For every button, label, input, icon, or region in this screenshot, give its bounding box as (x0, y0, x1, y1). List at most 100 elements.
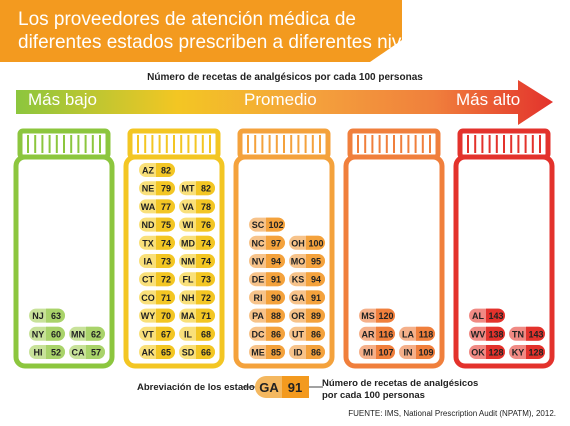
state-value: 74 (201, 238, 211, 248)
state-pill-value-bg (266, 308, 285, 323)
state-abbr: WA (141, 202, 156, 212)
state-value: 65 (161, 348, 171, 358)
state-pill-value-bg (156, 217, 176, 232)
scale-high-label: Más alto (456, 90, 521, 109)
state-pill-value-bg (526, 326, 545, 341)
state-value: 77 (161, 202, 171, 212)
state-pill-value-bg (156, 272, 176, 287)
state-abbr: GA (291, 293, 305, 303)
state-value: 76 (201, 220, 211, 230)
source-note: FUENTE: IMS, National Prescription Audit… (348, 409, 556, 418)
state-value: 66 (201, 348, 211, 358)
state-abbr: OK (471, 348, 485, 358)
state-value: 109 (418, 348, 433, 358)
state-abbr: NE (142, 184, 155, 194)
state-value: 89 (311, 311, 321, 321)
state-value: 107 (378, 348, 393, 358)
state-value: 71 (161, 293, 171, 303)
state-abbr: ME (251, 348, 265, 358)
state-pill-value-bg (306, 345, 325, 359)
state-pill-value-bg (266, 272, 285, 287)
state-pill-value-bg (156, 326, 176, 341)
state-pill-value-bg (156, 290, 176, 305)
state-value: 120 (378, 311, 393, 321)
state-value: 70 (161, 311, 171, 321)
state-pill-value-bg (306, 254, 325, 268)
state-abbr: ID (294, 348, 304, 358)
state-value: 73 (161, 257, 171, 267)
state-pill-value-bg (416, 345, 435, 359)
state-pill-value-bg (416, 326, 436, 341)
state-abbr: DE (252, 275, 265, 285)
state-abbr: OH (291, 238, 305, 248)
state-pill-value-bg (156, 308, 176, 323)
state-pill-value-bg (46, 345, 65, 359)
state-pill-value-bg (196, 272, 215, 287)
state-value: 86 (271, 329, 281, 339)
state-value: 94 (271, 257, 281, 267)
state-pill-value-bg (196, 290, 215, 305)
state-value: 118 (419, 329, 434, 339)
state-abbr: AR (362, 329, 375, 339)
state-abbr: MN (71, 329, 85, 339)
state-value: 67 (161, 329, 171, 339)
state-pill-value-bg (196, 326, 215, 341)
state-pill-value-bg (306, 308, 325, 323)
state-abbr: AK (142, 348, 155, 358)
state-value: 100 (308, 238, 323, 248)
state-pill-value-bg (156, 345, 175, 359)
state-abbr: ND (142, 220, 155, 230)
state-abbr: OR (291, 311, 305, 321)
state-value: 128 (488, 348, 503, 358)
title-banner (0, 0, 402, 62)
state-value: 128 (528, 348, 543, 358)
state-pill-value-bg (156, 254, 175, 268)
state-pill-value-bg (196, 345, 215, 359)
state-value: 71 (201, 311, 211, 321)
state-value: 91 (271, 275, 281, 285)
state-value: 79 (161, 184, 171, 194)
state-abbr: NY (32, 329, 45, 339)
state-pill-value-bg (266, 235, 285, 250)
state-pill-value-bg (196, 308, 215, 323)
state-pill-value-bg (376, 326, 395, 341)
state-pill-value-bg (156, 181, 176, 196)
state-value: 60 (51, 329, 61, 339)
state-value: 86 (311, 329, 321, 339)
state-pill-value-bg (266, 254, 285, 268)
state-abbr: IL (184, 329, 193, 339)
state-pill-value-bg (196, 199, 215, 214)
state-value: 95 (311, 257, 321, 267)
state-pill-value-bg (156, 235, 176, 250)
state-value: 72 (161, 275, 171, 285)
state-value: 91 (311, 293, 321, 303)
state-value: 62 (91, 329, 101, 339)
state-abbr: VT (142, 329, 154, 339)
state-value: 72 (201, 293, 211, 303)
state-abbr: MD (181, 238, 195, 248)
state-pill-value-bg (306, 235, 325, 250)
state-abbr: HI (34, 348, 43, 358)
state-value: 90 (271, 293, 281, 303)
state-value: 97 (271, 238, 281, 248)
state-pill-value-bg (196, 217, 215, 232)
state-pill-value-bg (266, 345, 285, 359)
state-pill-value-bg (306, 290, 325, 305)
state-abbr: VA (182, 202, 194, 212)
legend-sample-pill: GA 91 (241, 376, 323, 398)
state-value: 74 (201, 257, 211, 267)
state-abbr: CA (72, 348, 85, 358)
state-abbr: TN (512, 329, 524, 339)
state-pill-value-bg (156, 199, 176, 214)
state-abbr: MI (363, 348, 373, 358)
state-pill-value-bg (266, 217, 285, 232)
state-abbr: MS (361, 311, 375, 321)
state-value: 57 (91, 348, 101, 358)
state-value: 68 (201, 329, 211, 339)
state-abbr: CO (141, 293, 155, 303)
state-abbr: NH (182, 293, 195, 303)
state-value: 138 (488, 329, 503, 339)
state-pill-value-bg (486, 308, 506, 323)
state-abbr: WI (183, 220, 194, 230)
